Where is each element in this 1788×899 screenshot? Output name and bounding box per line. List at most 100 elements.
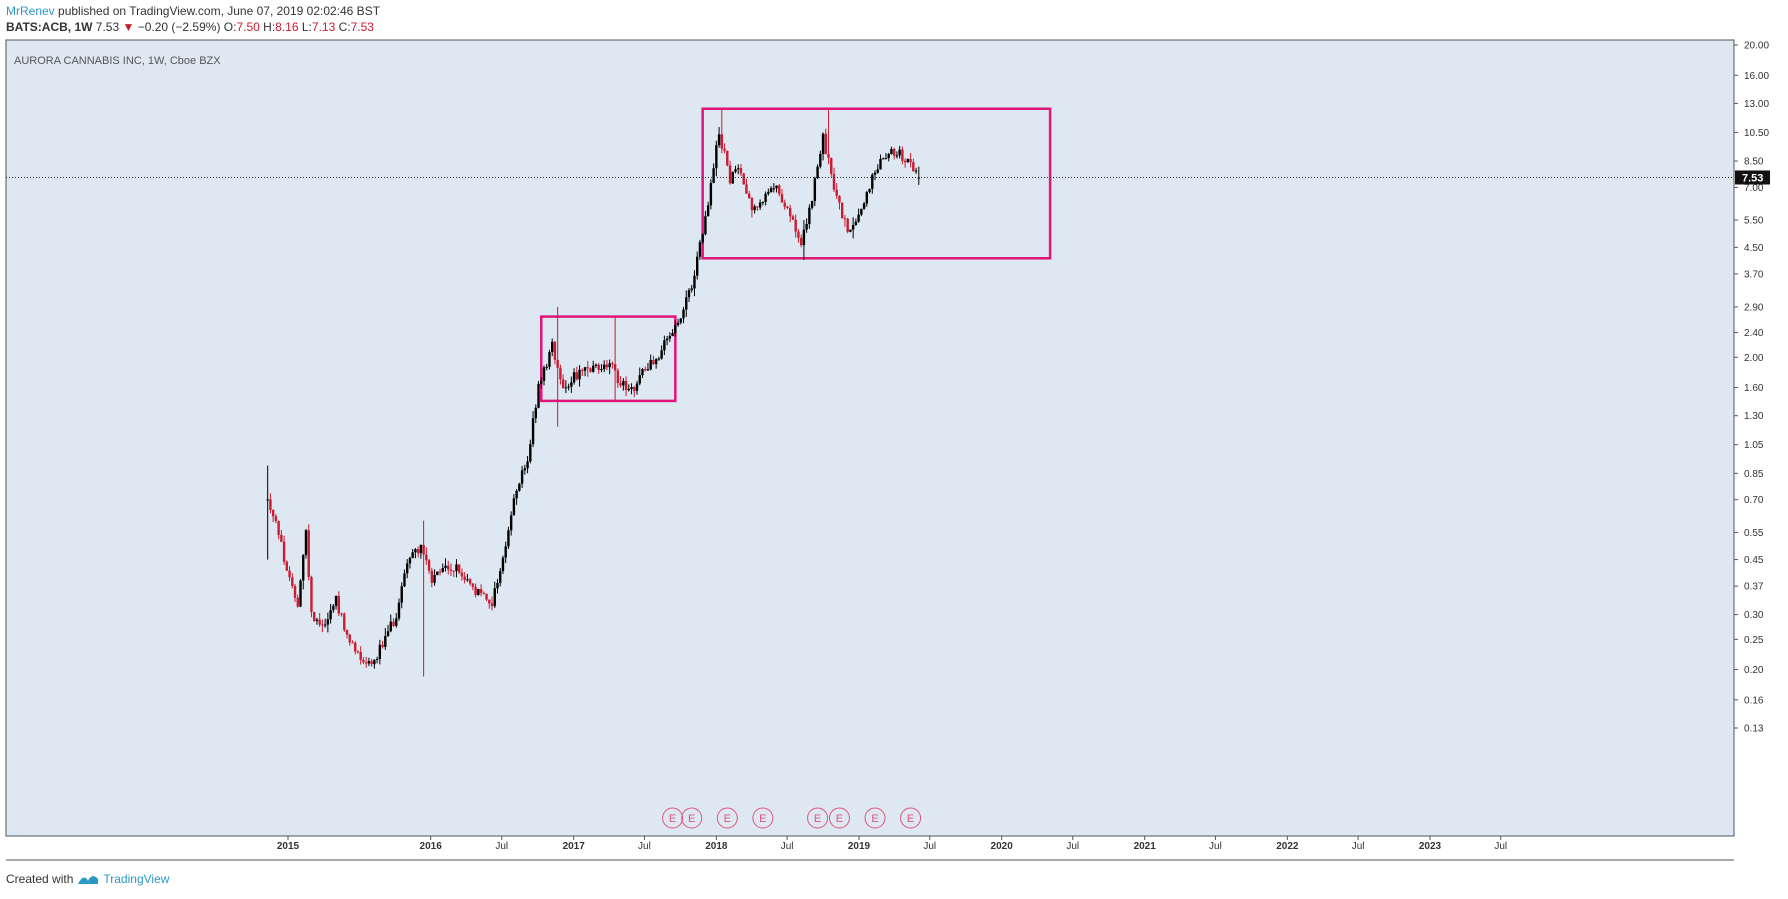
tradingview-link[interactable]: TradingView <box>103 872 170 886</box>
candle-body <box>389 621 392 632</box>
candle-body <box>674 324 677 334</box>
earnings-marker[interactable]: E <box>716 807 738 829</box>
price-tick-label: 0.55 <box>1744 528 1764 539</box>
earnings-marker[interactable]: E <box>828 807 850 829</box>
earnings-circle[interactable] <box>681 807 703 829</box>
candle-body <box>649 360 652 370</box>
candle-body <box>611 363 614 365</box>
time-axis[interactable]: 2015 2016 Jul 2017 Jul 2018 Jul 2019 Jul 2020 Jul 2… <box>277 836 1507 852</box>
candle-body <box>586 367 589 369</box>
candle-body <box>704 216 707 235</box>
earnings-circle[interactable] <box>900 807 922 829</box>
candle-body <box>332 605 335 611</box>
candle-body <box>444 565 447 569</box>
candle-body <box>641 369 644 376</box>
earnings-marker[interactable]: E <box>864 807 886 829</box>
candle-body <box>567 386 570 388</box>
candle-body <box>756 206 759 208</box>
earnings-circle[interactable] <box>807 807 829 829</box>
candle-body <box>840 202 844 219</box>
candle-body <box>457 564 461 573</box>
earnings-marker[interactable]: E <box>662 807 684 829</box>
plot-area[interactable] <box>5 39 1735 837</box>
range-box[interactable] <box>540 315 677 403</box>
candle-body <box>400 586 403 603</box>
candle-body <box>477 589 480 596</box>
price-tick-label: 0.16 <box>1744 695 1764 706</box>
candle-body <box>624 380 628 391</box>
candle-body <box>657 358 661 360</box>
earnings-marker[interactable]: E <box>807 807 829 829</box>
candle-body <box>485 593 488 600</box>
candle-body <box>742 173 745 185</box>
candle-body <box>269 499 272 510</box>
candle-body <box>274 516 278 522</box>
candle-body <box>343 613 346 630</box>
candle-body <box>892 148 896 156</box>
publish-line: MrRenev published on TradingView.com, Ju… <box>6 3 380 19</box>
candle-body <box>805 223 808 230</box>
earnings-circle[interactable] <box>662 807 684 829</box>
candle-body <box>296 597 299 607</box>
candle-body <box>865 192 869 204</box>
candle-body <box>723 148 726 151</box>
candle-body <box>570 382 573 387</box>
candle-body <box>452 570 455 572</box>
candle-body <box>419 544 423 554</box>
candle-body <box>507 530 510 547</box>
candle-body <box>337 595 341 614</box>
candle-body <box>564 387 568 389</box>
earnings-circle[interactable] <box>752 807 774 829</box>
candle-body <box>613 364 617 371</box>
candle-body <box>520 470 524 484</box>
candle-body <box>293 586 297 598</box>
candle-body <box>821 133 825 154</box>
candle-body <box>395 618 398 626</box>
candles <box>266 108 920 677</box>
price-tick-label: 1.05 <box>1744 440 1764 451</box>
candle-body <box>638 375 641 384</box>
candle-body <box>753 206 756 211</box>
earnings-circle[interactable] <box>716 807 738 829</box>
candle-body <box>906 159 910 163</box>
candle-body <box>851 225 855 230</box>
candle-body <box>879 158 882 170</box>
range-box[interactable] <box>701 107 1052 260</box>
last-price: 7.53 <box>95 20 120 34</box>
candle-body <box>326 619 330 625</box>
candle-body <box>499 571 502 583</box>
time-tick-label: 2020 <box>991 841 1014 852</box>
range-boxes[interactable] <box>540 107 1052 403</box>
candle-body <box>665 338 669 341</box>
candle-body <box>367 661 371 664</box>
candle-body <box>307 530 310 577</box>
publish-info: published on TradingView.com, June 07, 2… <box>54 4 381 18</box>
candle-body <box>901 149 904 161</box>
earnings-marker[interactable]: E <box>752 807 774 829</box>
earnings-label: E <box>907 813 914 825</box>
candle-body <box>810 201 814 208</box>
time-tick-label: Jul <box>1209 841 1222 852</box>
candle-body <box>685 297 688 310</box>
open-key: O: <box>223 20 237 34</box>
time-tick-label: 2017 <box>563 841 586 852</box>
candle-body <box>559 367 562 380</box>
price-tick-label: 13.00 <box>1744 99 1769 110</box>
earnings-marker[interactable]: E <box>900 807 922 829</box>
candle-body <box>334 595 338 606</box>
candle-body <box>351 642 354 644</box>
candle-body <box>422 544 425 555</box>
earnings-circle[interactable] <box>864 807 886 829</box>
candle-body <box>600 369 603 371</box>
candle-body <box>466 579 469 581</box>
earnings-circle[interactable] <box>828 807 850 829</box>
author-link[interactable]: MrRenev <box>6 4 55 18</box>
earnings-marker[interactable]: E <box>681 807 703 829</box>
price-axis[interactable]: 20.00 16.00 13.00 10.50 8.50 7.00 5.50 4.50 3.70… <box>1734 41 1769 735</box>
candle-body <box>545 366 548 368</box>
price-tick-label: 20.00 <box>1744 41 1769 52</box>
candle-body <box>515 490 518 499</box>
candle-body <box>504 546 507 558</box>
